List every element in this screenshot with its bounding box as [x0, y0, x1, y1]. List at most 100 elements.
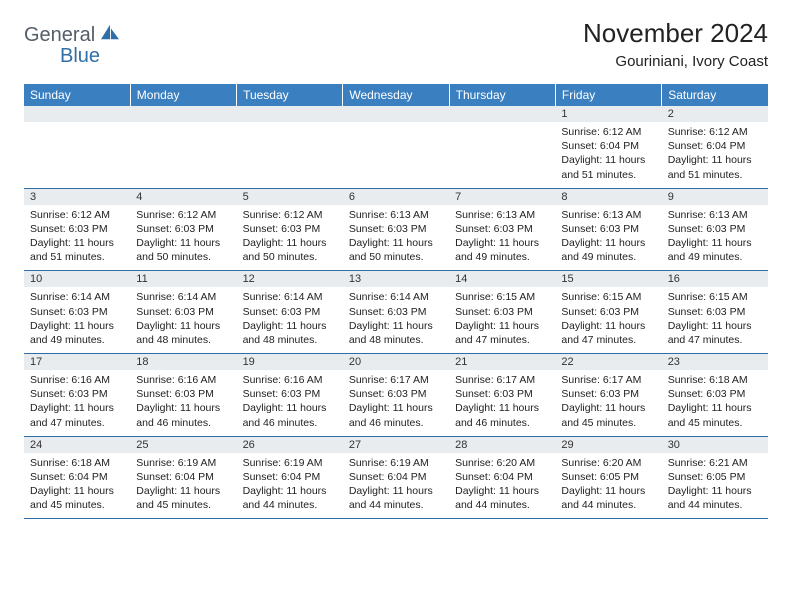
sunset-text: Sunset: 6:03 PM: [455, 387, 549, 401]
brand-word-1: General: [24, 24, 95, 47]
daylight-text: Daylight: 11 hours and 47 minutes.: [561, 319, 655, 347]
sunset-text: Sunset: 6:03 PM: [561, 305, 655, 319]
day-number: 27: [343, 436, 449, 453]
day-number: [449, 106, 555, 122]
daylight-text: Daylight: 11 hours and 44 minutes.: [455, 484, 549, 512]
day-cell: Sunrise: 6:14 AMSunset: 6:03 PMDaylight:…: [237, 287, 343, 353]
sunrise-text: Sunrise: 6:15 AM: [561, 290, 655, 304]
sunset-text: Sunset: 6:04 PM: [136, 470, 230, 484]
daylight-text: Daylight: 11 hours and 50 minutes.: [349, 236, 443, 264]
sunset-text: Sunset: 6:04 PM: [455, 470, 549, 484]
sunrise-text: Sunrise: 6:17 AM: [349, 373, 443, 387]
day-number: 24: [24, 436, 130, 453]
day-cell: Sunrise: 6:12 AMSunset: 6:03 PMDaylight:…: [24, 205, 130, 271]
day-body-row: Sunrise: 6:12 AMSunset: 6:04 PMDaylight:…: [24, 122, 768, 188]
day-number: 15: [555, 271, 661, 288]
location-label: Gouriniani, Ivory Coast: [583, 53, 768, 70]
daylight-text: Daylight: 11 hours and 44 minutes.: [668, 484, 762, 512]
sunrise-text: Sunrise: 6:12 AM: [136, 208, 230, 222]
sunset-text: Sunset: 6:03 PM: [30, 305, 124, 319]
col-wednesday: Wednesday: [343, 84, 449, 106]
sunset-text: Sunset: 6:03 PM: [136, 305, 230, 319]
sunrise-text: Sunrise: 6:21 AM: [668, 456, 762, 470]
daylight-text: Daylight: 11 hours and 48 minutes.: [243, 319, 337, 347]
daylight-text: Daylight: 11 hours and 45 minutes.: [30, 484, 124, 512]
daylight-text: Daylight: 11 hours and 44 minutes.: [243, 484, 337, 512]
sunrise-text: Sunrise: 6:12 AM: [30, 208, 124, 222]
sunrise-text: Sunrise: 6:18 AM: [30, 456, 124, 470]
sunrise-text: Sunrise: 6:13 AM: [349, 208, 443, 222]
sunset-text: Sunset: 6:03 PM: [455, 305, 549, 319]
day-cell: Sunrise: 6:20 AMSunset: 6:04 PMDaylight:…: [449, 453, 555, 519]
day-cell: Sunrise: 6:14 AMSunset: 6:03 PMDaylight:…: [130, 287, 236, 353]
daynum-row: 10111213141516: [24, 271, 768, 288]
day-number: 13: [343, 271, 449, 288]
day-number: 22: [555, 354, 661, 371]
sunrise-text: Sunrise: 6:12 AM: [243, 208, 337, 222]
day-cell: Sunrise: 6:19 AMSunset: 6:04 PMDaylight:…: [237, 453, 343, 519]
col-thursday: Thursday: [449, 84, 555, 106]
day-cell: [24, 122, 130, 188]
sunrise-text: Sunrise: 6:14 AM: [243, 290, 337, 304]
sunrise-text: Sunrise: 6:15 AM: [455, 290, 549, 304]
daylight-text: Daylight: 11 hours and 51 minutes.: [30, 236, 124, 264]
sunset-text: Sunset: 6:03 PM: [668, 222, 762, 236]
day-body-row: Sunrise: 6:16 AMSunset: 6:03 PMDaylight:…: [24, 370, 768, 436]
day-number: 16: [662, 271, 768, 288]
daylight-text: Daylight: 11 hours and 46 minutes.: [349, 401, 443, 429]
sunset-text: Sunset: 6:03 PM: [561, 387, 655, 401]
day-body-row: Sunrise: 6:12 AMSunset: 6:03 PMDaylight:…: [24, 205, 768, 271]
daylight-text: Daylight: 11 hours and 50 minutes.: [136, 236, 230, 264]
sunset-text: Sunset: 6:03 PM: [561, 222, 655, 236]
daylight-text: Daylight: 11 hours and 44 minutes.: [349, 484, 443, 512]
day-cell: Sunrise: 6:12 AMSunset: 6:04 PMDaylight:…: [555, 122, 661, 188]
day-number: 2: [662, 106, 768, 122]
sunset-text: Sunset: 6:03 PM: [349, 305, 443, 319]
sunrise-text: Sunrise: 6:13 AM: [561, 208, 655, 222]
daylight-text: Daylight: 11 hours and 45 minutes.: [136, 484, 230, 512]
sunrise-text: Sunrise: 6:14 AM: [349, 290, 443, 304]
day-cell: Sunrise: 6:15 AMSunset: 6:03 PMDaylight:…: [555, 287, 661, 353]
daylight-text: Daylight: 11 hours and 49 minutes.: [30, 319, 124, 347]
sunrise-text: Sunrise: 6:17 AM: [455, 373, 549, 387]
sunrise-text: Sunrise: 6:16 AM: [30, 373, 124, 387]
day-cell: Sunrise: 6:18 AMSunset: 6:04 PMDaylight:…: [24, 453, 130, 519]
sunset-text: Sunset: 6:05 PM: [561, 470, 655, 484]
daylight-text: Daylight: 11 hours and 51 minutes.: [668, 153, 762, 181]
daylight-text: Daylight: 11 hours and 45 minutes.: [668, 401, 762, 429]
day-cell: Sunrise: 6:19 AMSunset: 6:04 PMDaylight:…: [130, 453, 236, 519]
day-number: 20: [343, 354, 449, 371]
day-cell: Sunrise: 6:17 AMSunset: 6:03 PMDaylight:…: [343, 370, 449, 436]
day-number: 29: [555, 436, 661, 453]
day-cell: Sunrise: 6:13 AMSunset: 6:03 PMDaylight:…: [555, 205, 661, 271]
day-number: 10: [24, 271, 130, 288]
day-number: 9: [662, 188, 768, 205]
day-cell: [343, 122, 449, 188]
sunset-text: Sunset: 6:05 PM: [668, 470, 762, 484]
day-cell: Sunrise: 6:19 AMSunset: 6:04 PMDaylight:…: [343, 453, 449, 519]
sunrise-text: Sunrise: 6:16 AM: [136, 373, 230, 387]
daylight-text: Daylight: 11 hours and 46 minutes.: [455, 401, 549, 429]
day-number: 3: [24, 188, 130, 205]
day-cell: Sunrise: 6:12 AMSunset: 6:03 PMDaylight:…: [237, 205, 343, 271]
day-cell: [130, 122, 236, 188]
calendar-page: General Blue November 2024 Gouriniani, I…: [0, 0, 792, 537]
day-cell: Sunrise: 6:17 AMSunset: 6:03 PMDaylight:…: [449, 370, 555, 436]
daylight-text: Daylight: 11 hours and 47 minutes.: [455, 319, 549, 347]
sunset-text: Sunset: 6:04 PM: [561, 139, 655, 153]
daynum-row: 3456789: [24, 188, 768, 205]
col-monday: Monday: [130, 84, 236, 106]
day-number: [237, 106, 343, 122]
sunrise-text: Sunrise: 6:12 AM: [668, 125, 762, 139]
sunset-text: Sunset: 6:03 PM: [349, 222, 443, 236]
sunrise-text: Sunrise: 6:14 AM: [136, 290, 230, 304]
sunset-text: Sunset: 6:03 PM: [243, 305, 337, 319]
day-number: 7: [449, 188, 555, 205]
daylight-text: Daylight: 11 hours and 48 minutes.: [136, 319, 230, 347]
daylight-text: Daylight: 11 hours and 51 minutes.: [561, 153, 655, 181]
day-number: [24, 106, 130, 122]
sunset-text: Sunset: 6:03 PM: [455, 222, 549, 236]
daylight-text: Daylight: 11 hours and 49 minutes.: [561, 236, 655, 264]
daylight-text: Daylight: 11 hours and 47 minutes.: [668, 319, 762, 347]
sunset-text: Sunset: 6:03 PM: [349, 387, 443, 401]
